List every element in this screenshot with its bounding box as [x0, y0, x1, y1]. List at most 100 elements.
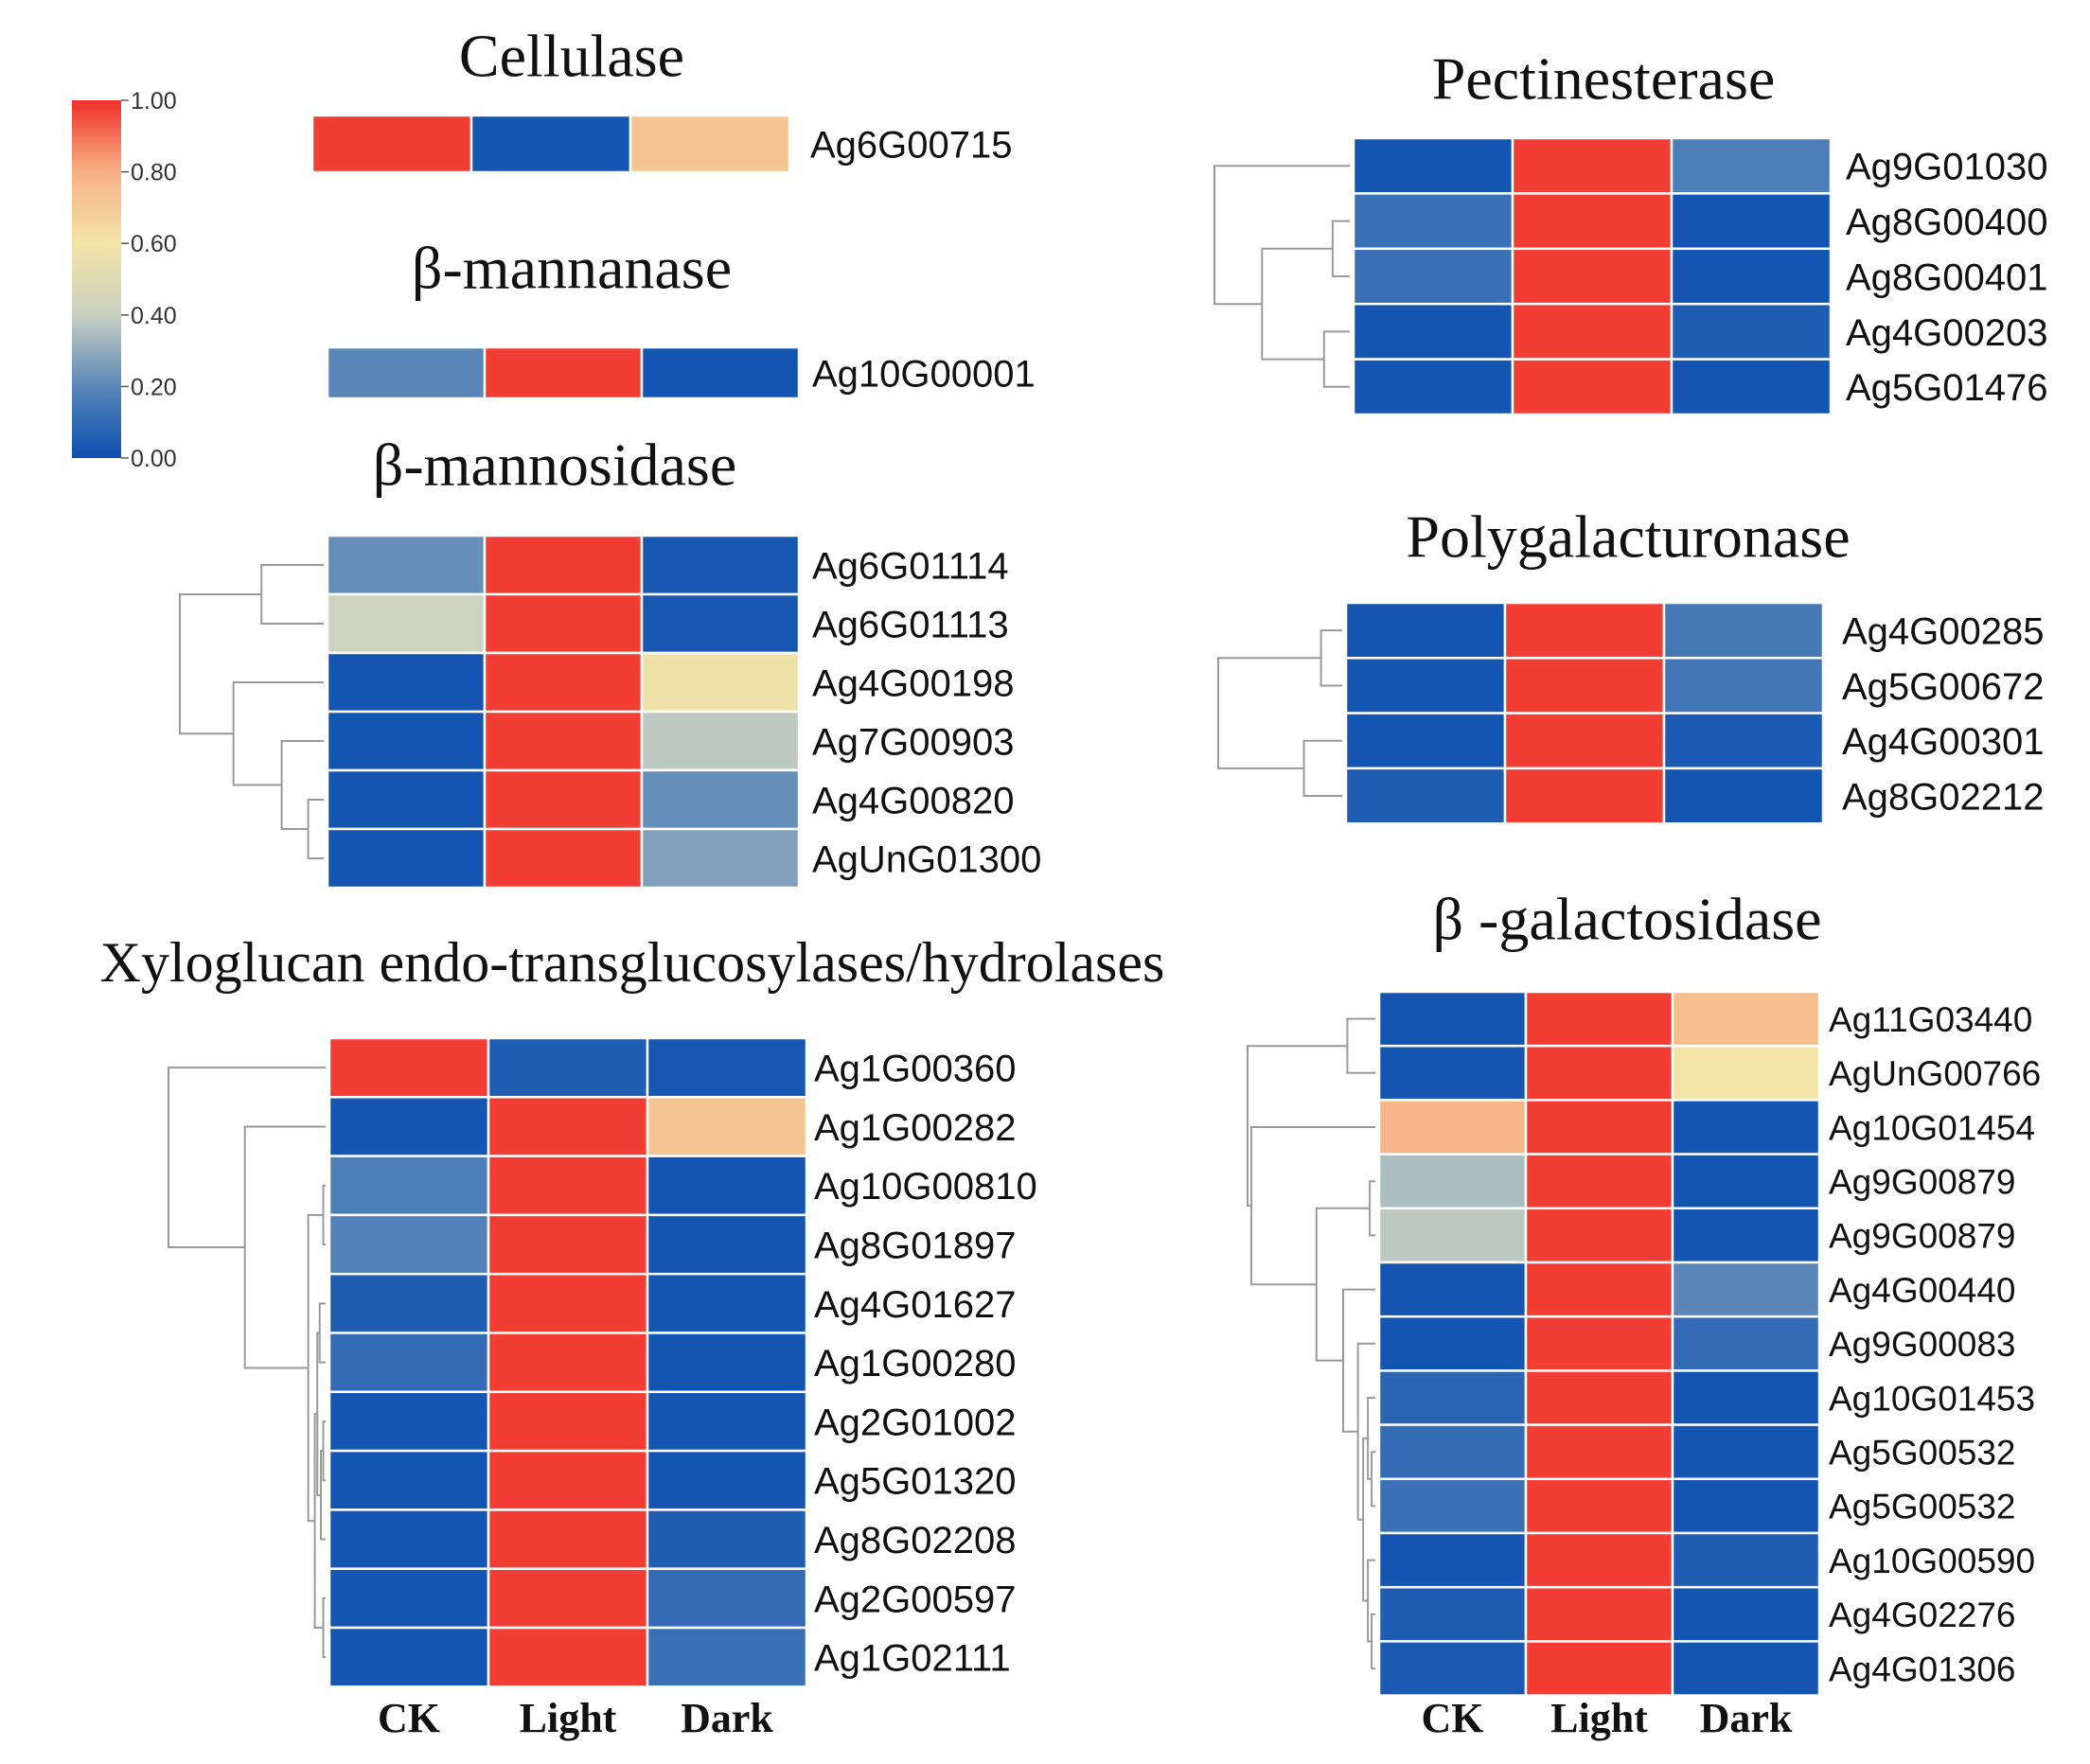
heatmap-cell — [1377, 990, 1528, 1048]
heatmap-cell — [1670, 358, 1833, 416]
heatmap-cell — [1503, 767, 1666, 825]
heatmap-cell — [1671, 1153, 1821, 1210]
heatmap-cell — [1524, 1044, 1674, 1102]
heatmap-cell — [1524, 1314, 1674, 1372]
dendrogram-branch — [322, 1596, 326, 1659]
dendrogram-branch — [1371, 1451, 1375, 1508]
gene-label: Ag11G03440 — [1829, 1000, 2032, 1039]
panel-title: Pectinesterase — [1432, 44, 1776, 112]
heatmap-cell — [640, 710, 801, 772]
heatmap-cell — [1524, 1207, 1674, 1264]
heatmap-cell — [1377, 1477, 1528, 1535]
panel-title: Cellulase — [459, 22, 684, 89]
heatmap-cell — [1524, 1640, 1674, 1697]
heatmap-cell — [1524, 1423, 1674, 1481]
heatmap-cell — [1670, 192, 1833, 251]
condition-label: CK — [378, 1695, 440, 1741]
heatmap-cell — [1524, 1477, 1674, 1535]
heatmap-cell — [646, 1449, 808, 1511]
dendrogram-branch — [243, 1125, 326, 1369]
condition-label: Dark — [681, 1695, 773, 1741]
dendrogram-branch — [179, 593, 262, 735]
heatmap-cell — [1524, 1531, 1674, 1589]
colorbar-tick-label: 0.40 — [131, 303, 177, 329]
heatmap-cell — [1524, 1099, 1674, 1155]
gene-label: Ag5G01320 — [814, 1461, 1017, 1503]
heatmap-cell — [487, 1096, 649, 1157]
heatmap-cell — [1352, 302, 1514, 361]
dendrogram-branch — [1342, 1288, 1375, 1433]
dendrogram-branch — [313, 1413, 324, 1629]
heatmap-cell — [328, 1508, 490, 1570]
heatmap-cell — [483, 534, 644, 596]
heatmap-cell — [328, 1155, 490, 1217]
heatmap-cell — [328, 1036, 490, 1099]
gene-label: Ag9G00083 — [1829, 1325, 2016, 1364]
gene-label: Ag5G00532 — [1829, 1488, 2016, 1526]
dendrogram-branch — [1213, 165, 1350, 306]
heatmap-cell — [487, 1155, 649, 1217]
gene-label: Ag8G02208 — [814, 1520, 1017, 1561]
heatmap-cell — [1511, 136, 1674, 195]
gene-label: Ag10G00810 — [814, 1166, 1037, 1208]
heatmap-cell — [487, 1213, 649, 1276]
heatmap-cell — [1344, 601, 1507, 660]
heatmap-cell — [646, 1155, 808, 1217]
heatmap-cell — [1377, 1314, 1528, 1372]
gene-label: Ag2G01002 — [814, 1402, 1017, 1443]
condition-label: Light — [520, 1695, 617, 1741]
heatmap-cell — [326, 651, 487, 714]
heatmap-cell — [487, 1036, 649, 1099]
gene-label: Ag4G00198 — [812, 662, 1015, 704]
dendrogram-branch — [1346, 1017, 1375, 1074]
heatmap-cell — [1671, 1531, 1821, 1589]
heatmap-cell — [487, 1508, 649, 1570]
heatmap-cell — [640, 768, 801, 831]
dendrogram-branch — [1322, 330, 1350, 388]
heatmap-cell — [1352, 247, 1514, 306]
dendrogram-branch — [1369, 1180, 1375, 1237]
dendrogram-branch — [280, 740, 324, 830]
heatmap-cell — [1352, 136, 1514, 195]
gene-label: Ag2G00597 — [814, 1579, 1017, 1620]
heatmap-cell — [1352, 358, 1514, 416]
heatmap-cell — [328, 1390, 490, 1453]
heatmap-cell — [1524, 1585, 1674, 1643]
heatmap-cell — [1377, 1153, 1528, 1210]
heatmap-panels: CellulaseAg6G00715β-mannanaseAg10G00001β… — [100, 22, 2048, 1741]
heatmap-cell — [640, 534, 801, 596]
gene-label: Ag5G01476 — [1846, 367, 2048, 409]
heatmap-cell — [483, 651, 644, 714]
heatmap-cell — [328, 1332, 490, 1394]
dendrogram — [1247, 1017, 1375, 1669]
panel-pectinesterase: Pectinesterase Ag9G01030 Ag8G00400 Ag8G0040… — [1213, 44, 2048, 416]
heatmap-cell — [483, 827, 644, 890]
heatmap-cell — [1344, 712, 1507, 770]
gene-label: Ag1G00360 — [814, 1049, 1017, 1090]
gene-label: Ag8G00401 — [1846, 256, 2048, 298]
dendrogram-branch — [1362, 1437, 1369, 1602]
gene-label: Ag4G00301 — [1842, 721, 2045, 763]
heatmap-cell — [310, 114, 473, 174]
heatmap-cell — [326, 710, 487, 772]
dendrogram-branch — [322, 1420, 326, 1482]
dendrogram-branch — [1356, 1342, 1375, 1521]
heatmap-cell — [328, 1213, 490, 1276]
panel-xet: Xyloglucan endo-transglucosylases/hydrol… — [100, 931, 1165, 1741]
heatmap-cell — [1670, 302, 1833, 361]
heatmap-cell — [1511, 192, 1674, 251]
heatmap-cell — [328, 1626, 490, 1688]
heatmap-cell — [1511, 247, 1674, 306]
heatmap-cell — [487, 1449, 649, 1511]
gene-label: Ag9G00879 — [1829, 1163, 2016, 1202]
dendrogram-branch — [1261, 247, 1333, 361]
gene-label: Ag8G02212 — [1842, 776, 2045, 818]
gene-label: Ag4G01627 — [814, 1284, 1017, 1326]
panel-title: β-mannanase — [412, 234, 732, 301]
dendrogram — [168, 1067, 326, 1659]
heatmap-cell — [469, 114, 632, 174]
colorbar-gradient — [72, 100, 121, 458]
heatmap-cell — [646, 1272, 808, 1334]
dendrogram — [1217, 629, 1342, 798]
dendrogram-branch — [168, 1067, 326, 1248]
